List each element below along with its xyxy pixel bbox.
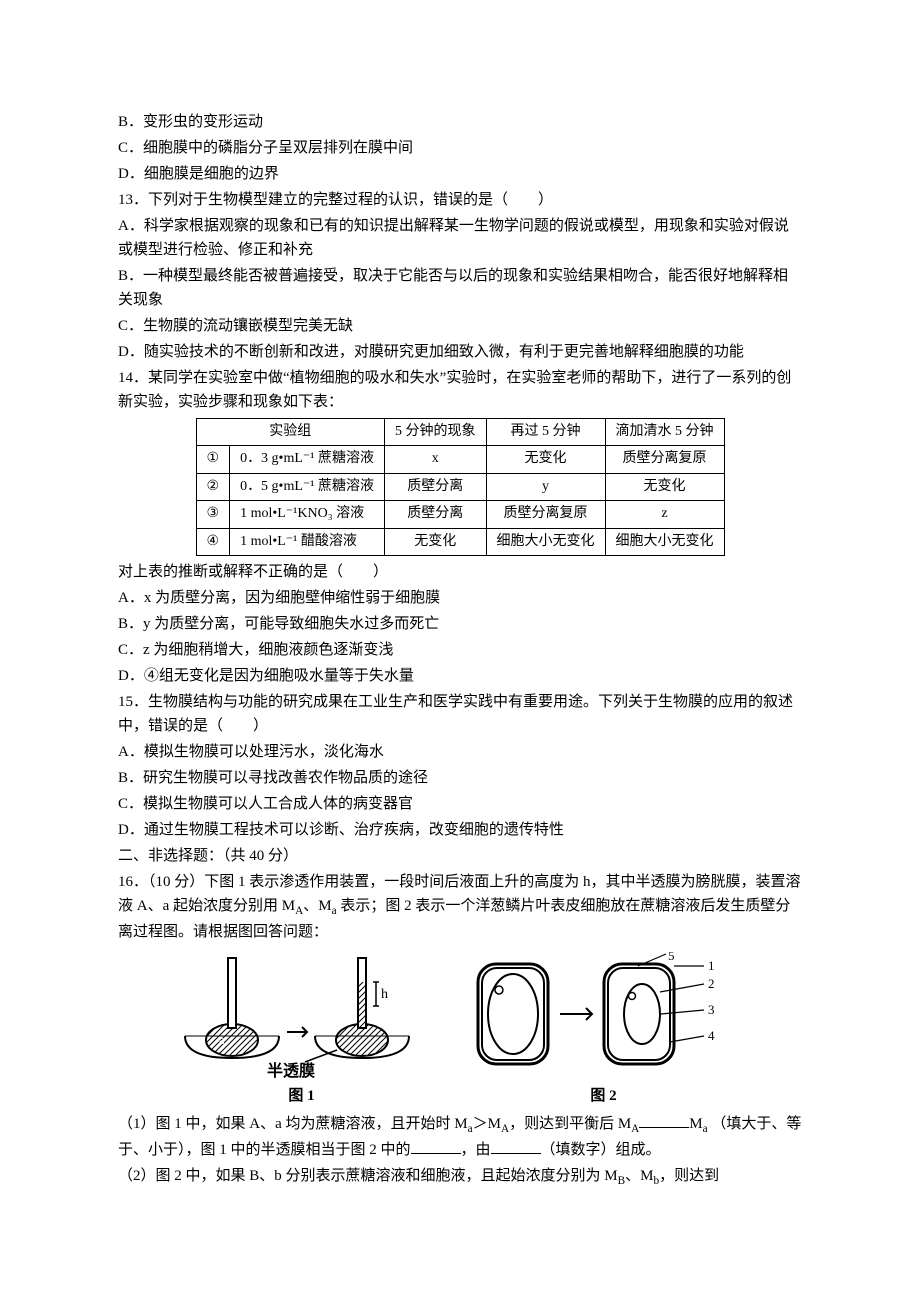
table-row: ④ 1 mol•L⁻¹ 醋酸溶液 无变化 细胞大小无变化 细胞大小无变化 xyxy=(196,528,724,555)
q16-2: （2）图 2 中，如果 B、b 分别表示蔗糖溶液和细胞液，且起始浓度分别为 MB… xyxy=(118,1164,802,1190)
label-h: h xyxy=(381,987,388,1002)
q14-d: D．④组无变化是因为细胞吸水量等于失水量 xyxy=(118,664,802,688)
q16-1: （1）图 1 中，如果 A、a 均为蔗糖溶液，且开始时 Ma＞MA，则达到平衡后… xyxy=(118,1112,802,1162)
cell: ③ xyxy=(196,501,230,528)
label-A: A xyxy=(195,1039,206,1054)
figure-2: 1 2 3 4 5 图 2 xyxy=(464,952,744,1108)
figure-row: A a h 半透膜 图 1 xyxy=(158,952,762,1108)
q15-b: B．研究生物膜可以寻找改善农作物品质的途径 xyxy=(118,766,802,790)
option-d: D．细胞膜是细胞的边界 xyxy=(118,162,802,186)
mark-3: 3 xyxy=(708,1002,715,1017)
cell: x xyxy=(385,446,487,473)
section-2-head: 二、非选择题：（共 40 分） xyxy=(118,844,802,868)
cell: 质壁分离 xyxy=(385,473,487,500)
cell: 无变化 xyxy=(486,446,605,473)
label-a: a xyxy=(219,1032,225,1047)
cell: 1 mol•L⁻¹KNO₃ 溶液 xyxy=(230,501,385,528)
frag: （2）图 2 中，如果 B、b 分别表示蔗糖溶液和细胞液，且起始浓度分别为 M xyxy=(118,1168,618,1184)
cell: z xyxy=(605,501,724,528)
q15-a: A．模拟生物膜可以处理污水，淡化海水 xyxy=(118,740,802,764)
cell: 质壁分离复原 xyxy=(486,501,605,528)
q14-tail: 对上表的推断或解释不正确的是（ ） xyxy=(118,560,802,584)
option-b: B．变形虫的变形运动 xyxy=(118,110,802,134)
cell: 1 mol•L⁻¹ 醋酸溶液 xyxy=(230,528,385,555)
frag: ＞M xyxy=(473,1116,501,1132)
q14-table: 实验组 5 分钟的现象 再过 5 分钟 滴加清水 5 分钟 ① 0．3 g•mL… xyxy=(196,418,725,556)
q14-c: C．z 为细胞稍增大，细胞液颜色逐渐变浅 xyxy=(118,638,802,662)
mark-1: 1 xyxy=(708,958,715,973)
th-water: 滴加清水 5 分钟 xyxy=(605,419,724,446)
q13-c: C．生物膜的流动镶嵌模型完美无缺 xyxy=(118,314,802,338)
q16-stem: 16．（10 分）下图 1 表示渗透作用装置，一段时间后液面上升的高度为 h，其… xyxy=(118,870,802,944)
q13-stem: 13．下列对于生物模型建立的完整过程的认识，错误的是（ ） xyxy=(118,188,802,212)
cell: ① xyxy=(196,446,230,473)
frag: ，则达到 xyxy=(659,1168,719,1184)
frag: M xyxy=(689,1116,702,1132)
q13-a: A．科学家根据观察的现象和已有的知识提出解释某一生物学问题的假说或模型，用现象和… xyxy=(118,214,802,262)
blank xyxy=(639,1112,689,1128)
cell: ④ xyxy=(196,528,230,555)
table-row: ① 0．3 g•mL⁻¹ 蔗糖溶液 x 无变化 质壁分离复原 xyxy=(196,446,724,473)
cell: 细胞大小无变化 xyxy=(605,528,724,555)
q14-stem: 14．某同学在实验室中做“植物细胞的吸水和失水”实验时，在实验室老师的帮助下，进… xyxy=(118,366,802,414)
option-c: C．细胞膜中的磷脂分子呈双层排列在膜中间 xyxy=(118,136,802,160)
frag: （1）图 1 中，如果 A、a 均为蔗糖溶液，且开始时 M xyxy=(118,1116,468,1132)
q13-d: D．随实验技术的不断创新和改进，对膜研究更加细致入微，有利于更完善地解释细胞膜的… xyxy=(118,340,802,364)
frag: （填数字）组成。 xyxy=(541,1142,661,1158)
blank xyxy=(411,1138,461,1154)
cell: 质壁分离复原 xyxy=(605,446,724,473)
cell: ② xyxy=(196,473,230,500)
th-group: 实验组 xyxy=(196,419,385,446)
q15-d: D．通过生物膜工程技术可以诊断、治疗疾病，改变细胞的遗传特性 xyxy=(118,818,802,842)
cell: 0．3 g•mL⁻¹ 蔗糖溶液 xyxy=(230,446,385,473)
frag: ，由 xyxy=(461,1142,491,1158)
cell: 无变化 xyxy=(605,473,724,500)
q16-frag: 、M xyxy=(303,898,331,914)
table-row: ③ 1 mol•L⁻¹KNO₃ 溶液 质壁分离 质壁分离复原 z xyxy=(196,501,724,528)
cell: 细胞大小无变化 xyxy=(486,528,605,555)
mark-5: 5 xyxy=(668,952,675,963)
cell: 质壁分离 xyxy=(385,501,487,528)
q15-c: C．模拟生物膜可以人工合成人体的病变器官 xyxy=(118,792,802,816)
th-5min: 5 分钟的现象 xyxy=(385,419,487,446)
plasmolysis-diagram-icon: 1 2 3 4 5 xyxy=(464,952,744,1082)
frag: ，则达到平衡后 M xyxy=(509,1116,631,1132)
figure-1: A a h 半透膜 图 1 xyxy=(177,952,427,1108)
q15-stem: 15．生物膜结构与功能的研究成果在工业生产和医学实践中有重要用途。下列关于生物膜… xyxy=(118,690,802,738)
th-again: 再过 5 分钟 xyxy=(486,419,605,446)
blank xyxy=(491,1138,541,1154)
mark-4: 4 xyxy=(708,1028,715,1043)
label-semipermeable: 半透膜 xyxy=(267,1061,315,1080)
fig2-caption: 图 2 xyxy=(590,1084,616,1108)
table-row: ② 0．5 g•mL⁻¹ 蔗糖溶液 质壁分离 y 无变化 xyxy=(196,473,724,500)
osmosis-diagram-icon: A a h 半透膜 xyxy=(177,952,427,1082)
cell: 无变化 xyxy=(385,528,487,555)
mark-2: 2 xyxy=(708,976,715,991)
q14-a: A．x 为质壁分离，因为细胞壁伸缩性弱于细胞膜 xyxy=(118,586,802,610)
q14-b: B．y 为质壁分离，可能导致细胞失水过多而死亡 xyxy=(118,612,802,636)
frag: 、M xyxy=(625,1168,653,1184)
q13-b: B．一种模型最终能否被普遍接受，取决于它能否与以后的现象和实验结果相吻合，能否很… xyxy=(118,264,802,312)
cell: y xyxy=(486,473,605,500)
fig1-caption: 图 1 xyxy=(288,1084,314,1108)
cell: 0．5 g•mL⁻¹ 蔗糖溶液 xyxy=(230,473,385,500)
